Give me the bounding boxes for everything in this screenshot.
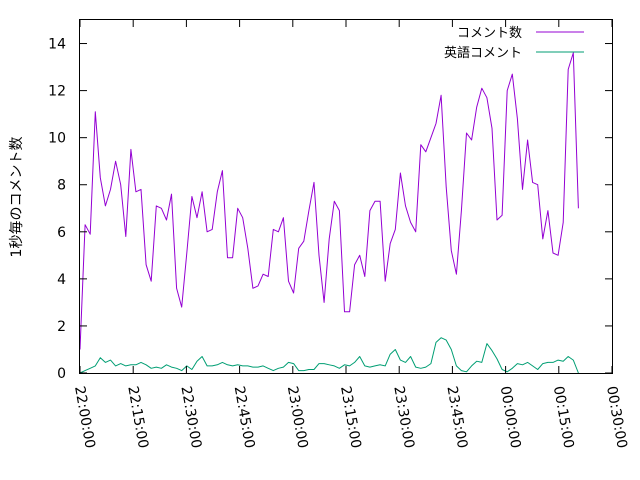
series-line-2 bbox=[79, 337, 579, 374]
y-tick-label: 0 bbox=[57, 366, 66, 382]
y-tick-label: 10 bbox=[48, 131, 66, 147]
legend-label-1: コメント数 bbox=[457, 26, 522, 41]
y-tick-label: 4 bbox=[57, 272, 66, 288]
y-tick-label: 14 bbox=[48, 37, 66, 53]
legend-label-2: 英語コメント bbox=[444, 45, 522, 61]
series-layer bbox=[79, 52, 579, 374]
y-tick-label: 12 bbox=[48, 84, 66, 100]
y-axis: 0 2 4 6 8 10 12 14 bbox=[48, 37, 612, 382]
series-line-1 bbox=[79, 52, 579, 350]
plot-border bbox=[79, 19, 613, 374]
y-tick-label: 6 bbox=[57, 225, 66, 241]
y-tick-label: 8 bbox=[57, 178, 66, 194]
y-axis-label: 1秒毎のコメント数 bbox=[9, 137, 25, 258]
y-tick-label: 2 bbox=[57, 319, 66, 335]
